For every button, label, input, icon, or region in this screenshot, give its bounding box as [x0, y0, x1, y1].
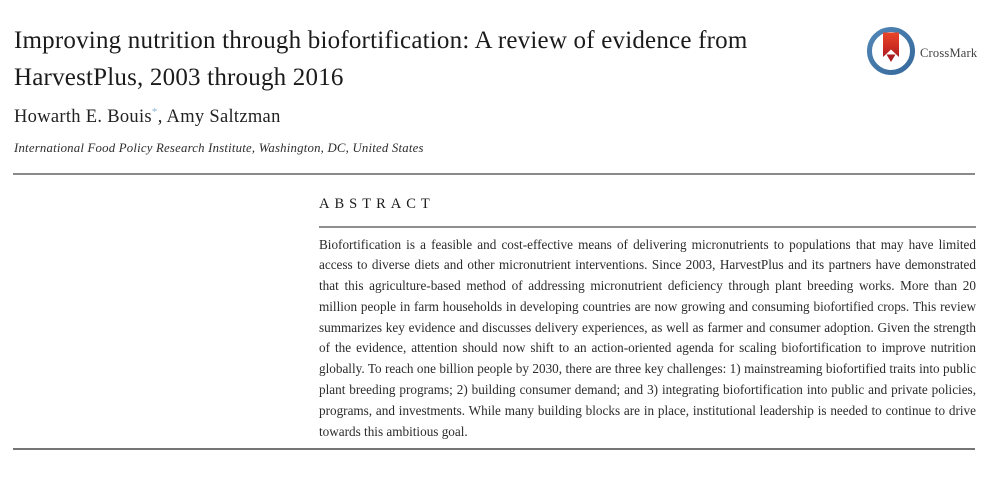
header-divider-rule [13, 173, 975, 175]
crossmark-logo[interactable]: CrossMark [866, 26, 977, 81]
abstract-section: ABSTRACT Biofortification is a feasible … [319, 196, 976, 442]
abstract-divider-rule [319, 226, 976, 228]
article-title-line2: HarvestPlus, 2003 through 2016 [14, 64, 344, 91]
abstract-body-text: Biofortification is a feasible and cost-… [319, 236, 976, 439]
corresponding-author-asterisk-link[interactable]: * [151, 105, 158, 118]
abstract-heading: ABSTRACT [319, 196, 435, 212]
footer-divider-rule [13, 448, 975, 450]
article-title: Improving nutrition through biofortifica… [14, 22, 747, 96]
author-2: Amy Saltzman [166, 107, 281, 127]
crossmark-icon [866, 26, 916, 81]
article-title-line1: Improving nutrition through biofortifica… [14, 27, 748, 54]
author-line: Howarth E. Bouis*, Amy Saltzman [14, 105, 281, 128]
author-separator: , [157, 107, 167, 127]
affiliation-line: International Food Policy Research Insti… [14, 141, 424, 155]
author-1: Howarth E. Bouis [14, 107, 152, 127]
crossmark-label: CrossMark [920, 46, 978, 60]
